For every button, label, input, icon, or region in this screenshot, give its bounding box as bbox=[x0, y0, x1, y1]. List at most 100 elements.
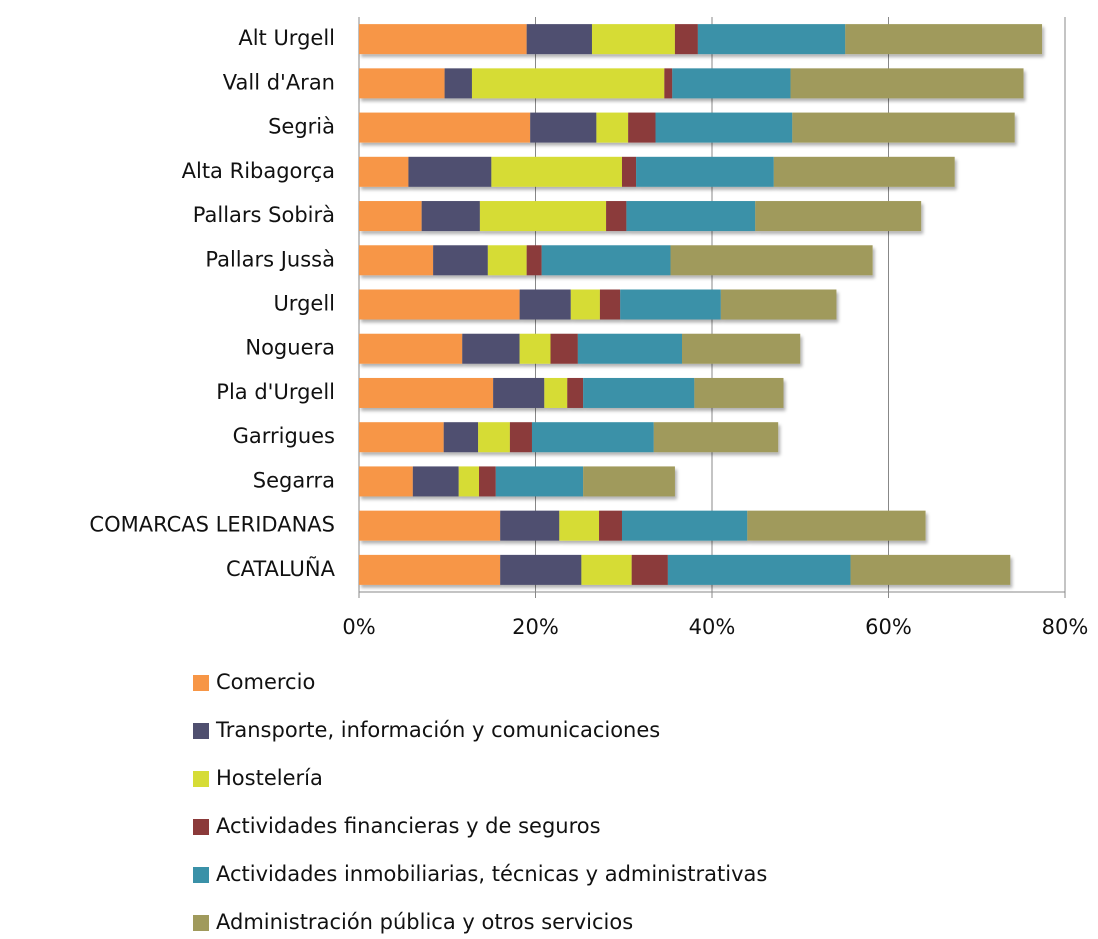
bar-segment bbox=[421, 201, 480, 232]
bar-segment bbox=[694, 377, 784, 408]
bar-segment bbox=[408, 156, 492, 187]
bar-segment bbox=[359, 112, 531, 143]
y-tick-label: Segarra bbox=[253, 468, 335, 492]
bar-segment bbox=[359, 466, 413, 497]
bar-segment bbox=[530, 112, 597, 143]
x-tick-label: 0% bbox=[342, 615, 375, 639]
bar-segment bbox=[526, 24, 592, 55]
legend-label: Actividades financieras y de seguros bbox=[216, 814, 601, 838]
bar-segment bbox=[359, 68, 445, 99]
bar-segment bbox=[519, 333, 551, 364]
bars bbox=[359, 24, 1043, 585]
bar-segment bbox=[550, 333, 578, 364]
bar-segment bbox=[681, 333, 801, 364]
bar-segment bbox=[479, 201, 607, 232]
bar-segment bbox=[755, 201, 922, 232]
bar-segment bbox=[444, 68, 472, 99]
y-tick-label: Vall d'Aran bbox=[223, 70, 335, 94]
bar-segment bbox=[359, 422, 444, 453]
legend-swatch bbox=[193, 915, 209, 931]
bar-segment bbox=[359, 289, 520, 320]
x-tick-label: 60% bbox=[865, 615, 912, 639]
legend-swatch bbox=[193, 675, 209, 691]
bar-segment bbox=[653, 422, 779, 453]
legend-label: Administración pública y otros servicios bbox=[216, 910, 633, 934]
bar-segment bbox=[591, 24, 675, 55]
bar-segment bbox=[583, 466, 675, 497]
bar-segment bbox=[620, 289, 721, 320]
bar-segment bbox=[599, 510, 622, 541]
bar-segment bbox=[359, 333, 463, 364]
legend-label: Actividades inmobiliarias, técnicas y ad… bbox=[216, 862, 767, 886]
bar-segment bbox=[443, 422, 479, 453]
legend-label: Hostelería bbox=[216, 766, 323, 790]
y-tick-label: Segrià bbox=[268, 115, 335, 139]
bar-segment bbox=[531, 422, 654, 453]
bar-segment bbox=[792, 112, 1015, 143]
bar-segment bbox=[471, 68, 665, 99]
x-tick-label: 40% bbox=[689, 615, 736, 639]
bar-segment bbox=[636, 156, 774, 187]
bar-segment bbox=[850, 554, 1011, 585]
legend-swatch bbox=[193, 819, 209, 835]
y-tick-label: CATALUÑA bbox=[226, 555, 336, 581]
bar-segment bbox=[359, 201, 422, 232]
bar-segment bbox=[359, 156, 409, 187]
bar-segment bbox=[631, 554, 668, 585]
bar-segment bbox=[567, 377, 584, 408]
y-tick-label: Garrigues bbox=[233, 424, 335, 448]
bar-segment bbox=[697, 24, 846, 55]
bar-segment bbox=[359, 245, 434, 276]
bar-segment bbox=[412, 466, 459, 497]
x-tick-label: 80% bbox=[1042, 615, 1089, 639]
bar-segment bbox=[433, 245, 488, 276]
bar-segment bbox=[509, 422, 532, 453]
y-tick-label: Alta Ribagorça bbox=[182, 159, 335, 183]
bar-segment bbox=[606, 201, 627, 232]
legend-swatch bbox=[193, 771, 209, 787]
bar-segment bbox=[495, 466, 584, 497]
y-tick-label: Noguera bbox=[245, 336, 335, 360]
bar-segment bbox=[500, 510, 560, 541]
bar-segment bbox=[559, 510, 600, 541]
bar-segment bbox=[462, 333, 520, 364]
bar-segment bbox=[720, 289, 837, 320]
bar-segment bbox=[626, 201, 756, 232]
legend-swatch bbox=[193, 867, 209, 883]
bar-segment bbox=[581, 554, 632, 585]
y-tick-label: Urgell bbox=[273, 292, 335, 316]
bar-segment bbox=[664, 68, 673, 99]
legend-swatch bbox=[193, 723, 209, 739]
bar-segment bbox=[541, 245, 671, 276]
bar-segment bbox=[674, 24, 698, 55]
bar-segment bbox=[621, 156, 637, 187]
bar-segment bbox=[359, 377, 494, 408]
bar-segment bbox=[458, 466, 480, 497]
bar-segment bbox=[478, 422, 510, 453]
bar-segment bbox=[790, 68, 1024, 99]
bar-segment bbox=[667, 554, 851, 585]
bar-segment bbox=[493, 377, 545, 408]
y-tick-label: Alt Urgell bbox=[238, 26, 335, 50]
bar-segment bbox=[359, 510, 501, 541]
y-tick-label: Pla d'Urgell bbox=[216, 380, 335, 404]
y-tick-label: Pallars Jussà bbox=[205, 247, 335, 271]
bar-segment bbox=[519, 289, 571, 320]
y-tick-label: COMARCAS LERIDANAS bbox=[89, 513, 335, 537]
bar-segment bbox=[570, 289, 600, 320]
bar-segment bbox=[773, 156, 955, 187]
bar-segment bbox=[599, 289, 621, 320]
bar-segment bbox=[500, 554, 582, 585]
bar-segment bbox=[621, 510, 748, 541]
bar-segment bbox=[628, 112, 656, 143]
bar-segment bbox=[655, 112, 793, 143]
bar-segment bbox=[526, 245, 542, 276]
bar-segment bbox=[359, 24, 527, 55]
bar-segment bbox=[479, 466, 496, 497]
bar-segment bbox=[672, 68, 791, 99]
legend-label: Transporte, información y comunicaciones bbox=[215, 718, 660, 742]
bar-segment bbox=[596, 112, 629, 143]
legend-label: Comercio bbox=[216, 670, 315, 694]
bar-segment bbox=[577, 333, 682, 364]
